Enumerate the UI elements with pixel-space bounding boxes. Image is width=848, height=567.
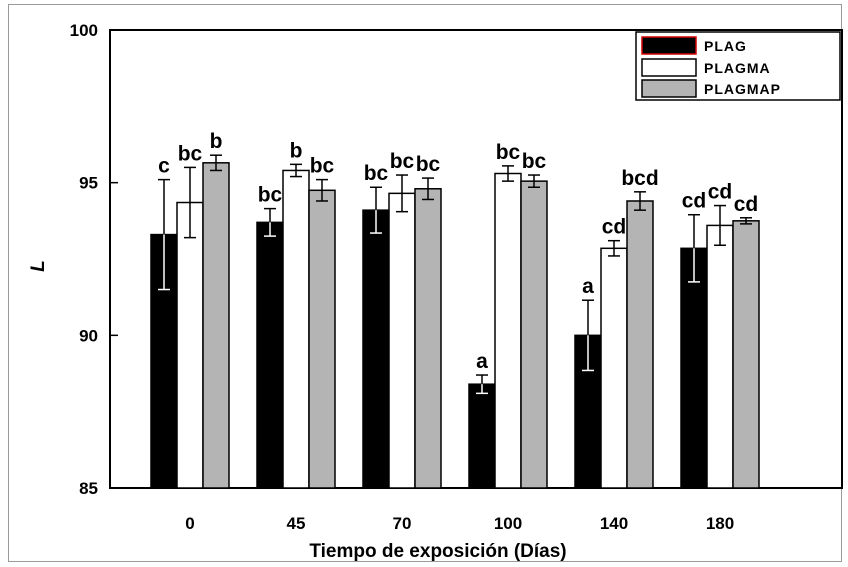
- error-bars: [158, 154, 752, 395]
- significance-label: cd: [734, 193, 759, 216]
- significance-label: a: [476, 350, 488, 373]
- bar: [388, 192, 416, 489]
- bar: [256, 221, 284, 489]
- bar: [414, 188, 442, 489]
- significance-label: bc: [390, 150, 415, 173]
- significance-label: c: [158, 155, 170, 178]
- bar: [600, 247, 628, 489]
- x-tick-label: 180: [706, 514, 734, 533]
- significance-label: b: [210, 130, 223, 153]
- x-tick-label: 140: [600, 514, 628, 533]
- bar-series: [150, 162, 760, 489]
- bar: [176, 201, 204, 489]
- significance-label: bc: [496, 141, 521, 164]
- bar: [732, 220, 760, 489]
- x-axis: 0 45 70 100 140 180: [185, 514, 734, 533]
- y-tick-label: 90: [79, 326, 98, 345]
- legend-swatch-plag: [641, 36, 697, 55]
- significance-label: cd: [682, 190, 707, 213]
- legend-label-plagma: PLAGMA: [704, 60, 771, 76]
- significance-label: b: [290, 139, 303, 162]
- bar: [362, 209, 390, 489]
- bar: [626, 200, 654, 489]
- legend: PLAG PLAGMA PLAGMAP: [635, 31, 841, 101]
- significance-label: cd: [602, 216, 627, 239]
- x-axis-title: Tiempo de exposición (Días): [309, 541, 566, 562]
- significance-label: bc: [310, 155, 335, 178]
- significance-label: bc: [178, 142, 203, 165]
- bar: [282, 169, 310, 489]
- y-axis: 85 90 95 100: [70, 21, 118, 498]
- y-tick-label: 95: [79, 174, 98, 193]
- significance-label: bc: [416, 153, 441, 176]
- x-tick-label: 0: [185, 514, 194, 533]
- bar: [308, 189, 336, 489]
- y-axis-title: L: [28, 260, 49, 272]
- significance-label: a: [582, 275, 594, 298]
- bar: [520, 180, 548, 489]
- significance-label: bc: [522, 150, 547, 173]
- significance-label: cd: [708, 181, 733, 204]
- significance-label: bc: [364, 162, 389, 185]
- x-tick-label: 100: [494, 514, 522, 533]
- bar: [202, 162, 230, 489]
- significance-label: bcd: [621, 167, 658, 190]
- x-tick-label: 70: [393, 514, 412, 533]
- y-tick-label: 100: [70, 21, 98, 40]
- bar: [468, 383, 496, 489]
- bar: [680, 247, 708, 489]
- legend-label-plagmap: PLAGMAP: [704, 81, 781, 97]
- legend-swatch-plagma: [641, 58, 697, 77]
- bar: [494, 172, 522, 489]
- legend-label-plag: PLAG: [704, 38, 747, 54]
- significance-label: bc: [258, 184, 283, 207]
- legend-swatch-plagmap: [641, 79, 697, 98]
- y-tick-label: 85: [79, 479, 98, 498]
- x-tick-label: 45: [287, 514, 306, 533]
- bar: [706, 224, 734, 489]
